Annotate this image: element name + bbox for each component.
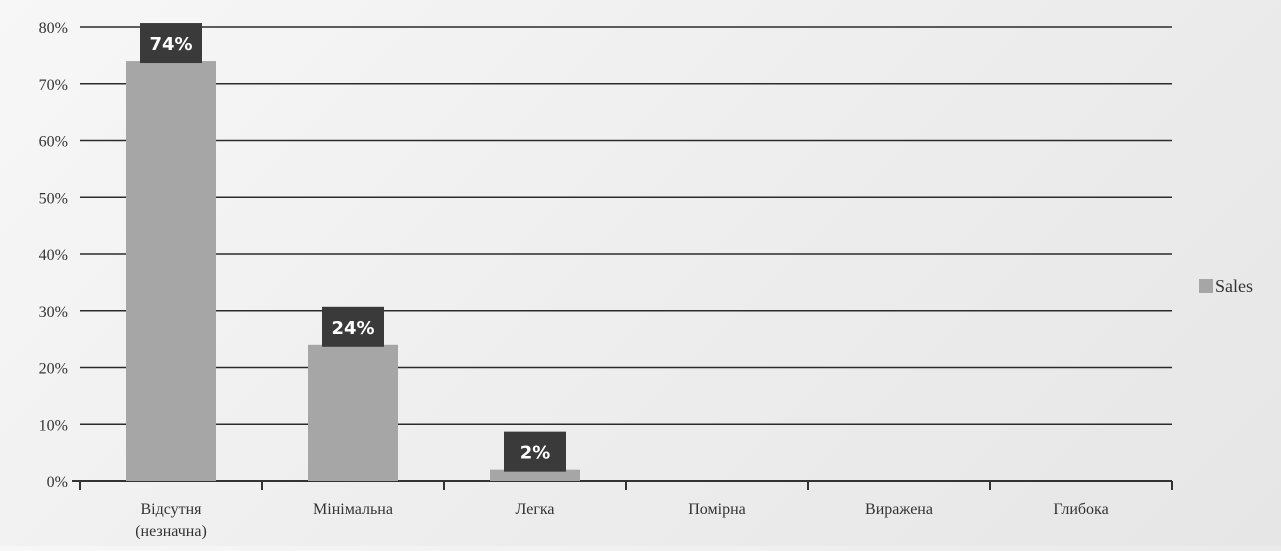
axes xyxy=(72,480,1173,490)
y-tick-label: 30% xyxy=(39,304,68,321)
x-tick-label-line: (незначна) xyxy=(135,523,207,540)
x-tick-label-line: Виражена xyxy=(865,501,933,518)
y-tick-label: 70% xyxy=(39,77,68,94)
y-tick-label: 50% xyxy=(39,190,68,207)
data-label: 74% xyxy=(149,34,192,55)
y-tick-label: 20% xyxy=(39,361,68,378)
y-tick-label: 60% xyxy=(39,134,68,151)
gridlines xyxy=(80,26,1172,426)
legend: Sales xyxy=(1199,276,1253,296)
bar xyxy=(308,344,398,481)
data-label: 24% xyxy=(331,318,374,339)
legend-swatch xyxy=(1199,279,1213,293)
x-tick-label: Мінімальна xyxy=(313,501,393,518)
data-label-box xyxy=(140,23,202,64)
x-tick-label: Помірна xyxy=(688,501,745,518)
y-tick-label: 0% xyxy=(47,474,68,491)
data-label: 2% xyxy=(520,443,551,464)
y-tick-label: 80% xyxy=(39,20,68,37)
bars xyxy=(126,61,580,482)
bar xyxy=(490,469,580,481)
y-tick-labels: 0% 10% 20% 30% 40% 50% 60% 70% 80% xyxy=(39,20,68,491)
x-tick-label-line: Відсутня xyxy=(140,501,202,518)
bar xyxy=(126,61,216,482)
x-tick-label: Виражена xyxy=(865,501,933,518)
x-tick-label-line: Глибока xyxy=(1053,501,1108,518)
data-label-box xyxy=(504,431,566,472)
data-label-box xyxy=(322,306,384,347)
data-labels: 74% 24% 2% xyxy=(140,23,566,472)
x-tick-label-line: Легка xyxy=(515,501,554,518)
x-tick-label-line: Помірна xyxy=(688,501,745,518)
y-tick-label: 40% xyxy=(39,247,68,264)
x-tick-label: Глибока xyxy=(1053,501,1108,518)
y-tick-label: 10% xyxy=(39,417,68,434)
x-tick-label: Відсутня (незначна) xyxy=(135,501,207,540)
x-tick-label: Легка xyxy=(515,501,554,518)
x-tick-labels: Відсутня (незначна) Мінімальна Легка Помірна… xyxy=(135,501,1108,540)
legend-label: Sales xyxy=(1215,276,1253,296)
x-tick-label-line: Мінімальна xyxy=(313,501,393,518)
